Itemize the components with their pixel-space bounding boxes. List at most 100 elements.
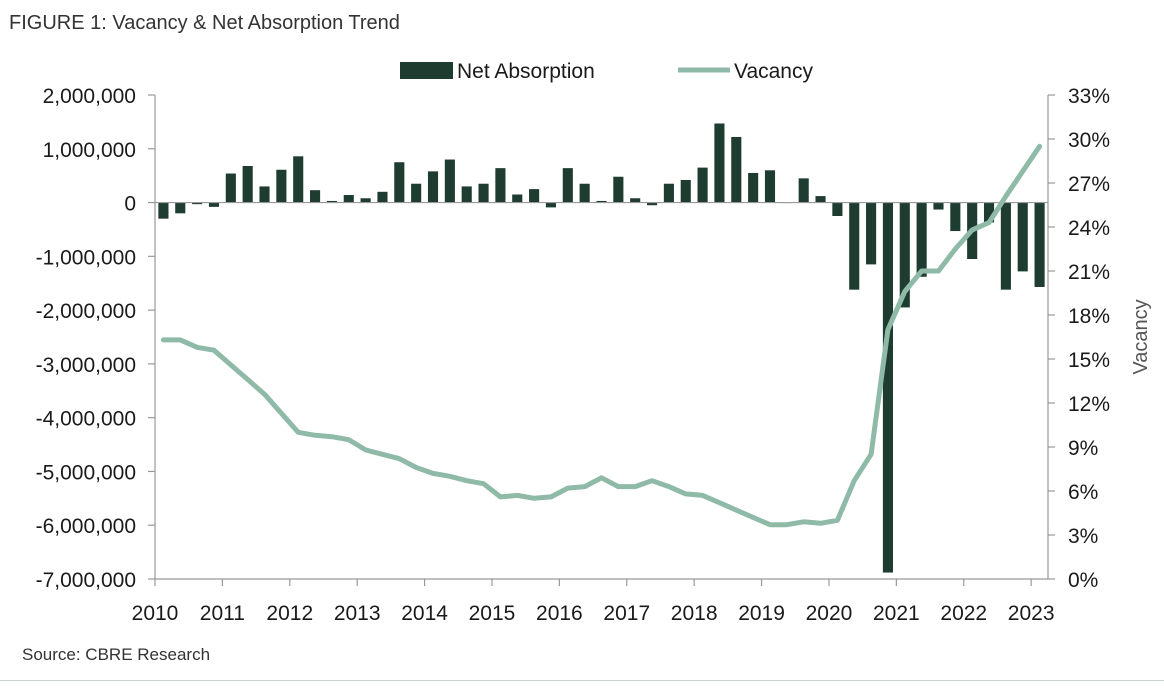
net-absorption-bar <box>427 171 439 203</box>
left-tick-label: -7,000,000 <box>36 569 136 592</box>
left-tick-label: -4,000,000 <box>36 408 136 431</box>
net-absorption-bar <box>663 183 674 203</box>
vacancy-line <box>160 143 1043 528</box>
net-absorption-bar <box>394 162 405 203</box>
net-absorption-bar <box>1017 202 1028 272</box>
legend-swatch-net-absorption <box>400 62 453 79</box>
net-absorption-bar <box>343 195 354 203</box>
x-tick-label: 2017 <box>603 602 650 625</box>
net-absorption-bar <box>646 202 658 206</box>
net-absorption-bar <box>596 200 607 203</box>
net-absorption-bar <box>293 156 304 203</box>
right-tick-label: 3% <box>1068 525 1098 548</box>
net-absorption-bar <box>849 202 860 290</box>
net-absorption-bar <box>259 186 270 203</box>
right-tick-label: 6% <box>1068 481 1098 504</box>
x-tick-label: 2013 <box>334 602 381 625</box>
right-tick-label: 12% <box>1068 393 1110 416</box>
right-tick-label: 21% <box>1068 261 1110 284</box>
left-tick-label: 0 <box>124 193 136 216</box>
left-tick-label: -6,000,000 <box>36 515 136 538</box>
net-absorption-bar <box>1034 202 1045 287</box>
x-tick-label: 2016 <box>536 602 583 625</box>
net-absorption-bar <box>579 183 590 203</box>
x-tick-label: 2021 <box>873 602 920 625</box>
x-tick-label: 2023 <box>1008 602 1055 625</box>
net-absorption-bar <box>798 178 809 203</box>
x-tick-label: 2011 <box>200 602 245 625</box>
net-absorption-bar <box>714 123 725 203</box>
net-absorption-bar <box>562 168 573 203</box>
net-absorption-bar <box>950 202 961 232</box>
net-absorption-bar <box>680 179 691 203</box>
x-tick-label: 2019 <box>738 602 785 625</box>
net-absorption-bar <box>882 202 893 573</box>
x-tick-label: 2022 <box>940 602 987 625</box>
right-axis-title: Vacancy <box>1130 299 1152 374</box>
x-tick-label: 2018 <box>671 602 718 625</box>
x-tick-label: 2020 <box>806 602 853 625</box>
net-absorption-bar <box>1000 202 1011 290</box>
right-tick-label: 30% <box>1068 129 1110 152</box>
left-tick-label: 2,000,000 <box>43 85 136 108</box>
net-absorption-bar <box>697 167 708 203</box>
net-absorption-bar <box>276 169 287 203</box>
net-absorption-bar <box>377 191 388 203</box>
net-absorption-bar <box>731 136 742 203</box>
net-absorption-bar <box>613 176 624 203</box>
net-absorption-bar <box>916 202 927 277</box>
net-absorption-bar <box>933 202 944 210</box>
net-absorption-bar <box>444 159 455 203</box>
net-absorption-bar <box>310 190 321 203</box>
net-absorption-bar <box>208 202 220 207</box>
net-absorption-bar <box>512 194 523 203</box>
x-axis: 2010 2011 2012 2013 2014 2015 2016 2017 2018 2019… <box>132 579 1055 625</box>
net-absorption-bar <box>411 183 422 203</box>
net-absorption-bar <box>158 202 169 219</box>
figure-title: FIGURE 1: Vacancy & Net Absorption Trend <box>9 12 400 34</box>
net-absorption-bar <box>242 165 253 203</box>
right-tick-label: 0% <box>1068 569 1098 592</box>
net-absorption-bar <box>192 202 203 205</box>
left-tick-label: -5,000,000 <box>36 461 136 484</box>
net-absorption-bar <box>360 198 371 203</box>
left-axis: 2,000,000 1,000,000 0 -1,000,000 -2,000,000 -… <box>36 85 155 592</box>
legend-label-vacancy: Vacancy <box>734 60 813 83</box>
x-tick-label: 2014 <box>401 602 448 625</box>
x-tick-label: 2015 <box>469 602 516 625</box>
x-tick-label: 2010 <box>132 602 179 625</box>
net-absorption-bar <box>461 186 472 203</box>
right-axis: 33% 30% 27% 24% 21% 18% 15% 12% 9% 6% 3% 0% <box>1048 85 1110 592</box>
source-note: Source: CBRE Research <box>22 645 211 664</box>
left-tick-label: -2,000,000 <box>36 300 136 323</box>
net-absorption-bar <box>832 202 843 216</box>
right-tick-label: 33% <box>1068 85 1110 108</box>
net-absorption-bar <box>175 202 186 214</box>
net-absorption-bar <box>495 168 506 203</box>
net-absorption-bar <box>815 196 826 203</box>
net-absorption-bar <box>545 202 557 208</box>
net-absorption-bar <box>899 202 910 308</box>
x-tick-label: 2012 <box>266 602 313 625</box>
net-absorption-bars <box>158 123 1045 573</box>
net-absorption-bar <box>630 198 641 203</box>
net-absorption-bar <box>748 172 759 203</box>
right-tick-label: 9% <box>1068 437 1098 460</box>
net-absorption-bar <box>866 202 877 265</box>
left-tick-label: -1,000,000 <box>36 246 136 269</box>
net-absorption-bar <box>764 170 776 203</box>
left-tick-label: 1,000,000 <box>43 139 136 162</box>
right-tick-label: 15% <box>1068 349 1110 372</box>
bottom-rule <box>0 680 1164 681</box>
net-absorption-bar <box>326 200 337 203</box>
net-absorption-bar <box>225 173 236 203</box>
right-tick-label: 27% <box>1068 173 1110 196</box>
right-tick-label: 18% <box>1068 305 1110 328</box>
legend: Net Absorption Vacancy <box>400 60 813 83</box>
legend-label-net-absorption: Net Absorption <box>457 60 595 83</box>
net-absorption-bar <box>529 189 540 203</box>
net-absorption-bar <box>983 202 995 223</box>
left-tick-label: -3,000,000 <box>36 354 136 377</box>
net-absorption-bar <box>478 183 489 203</box>
